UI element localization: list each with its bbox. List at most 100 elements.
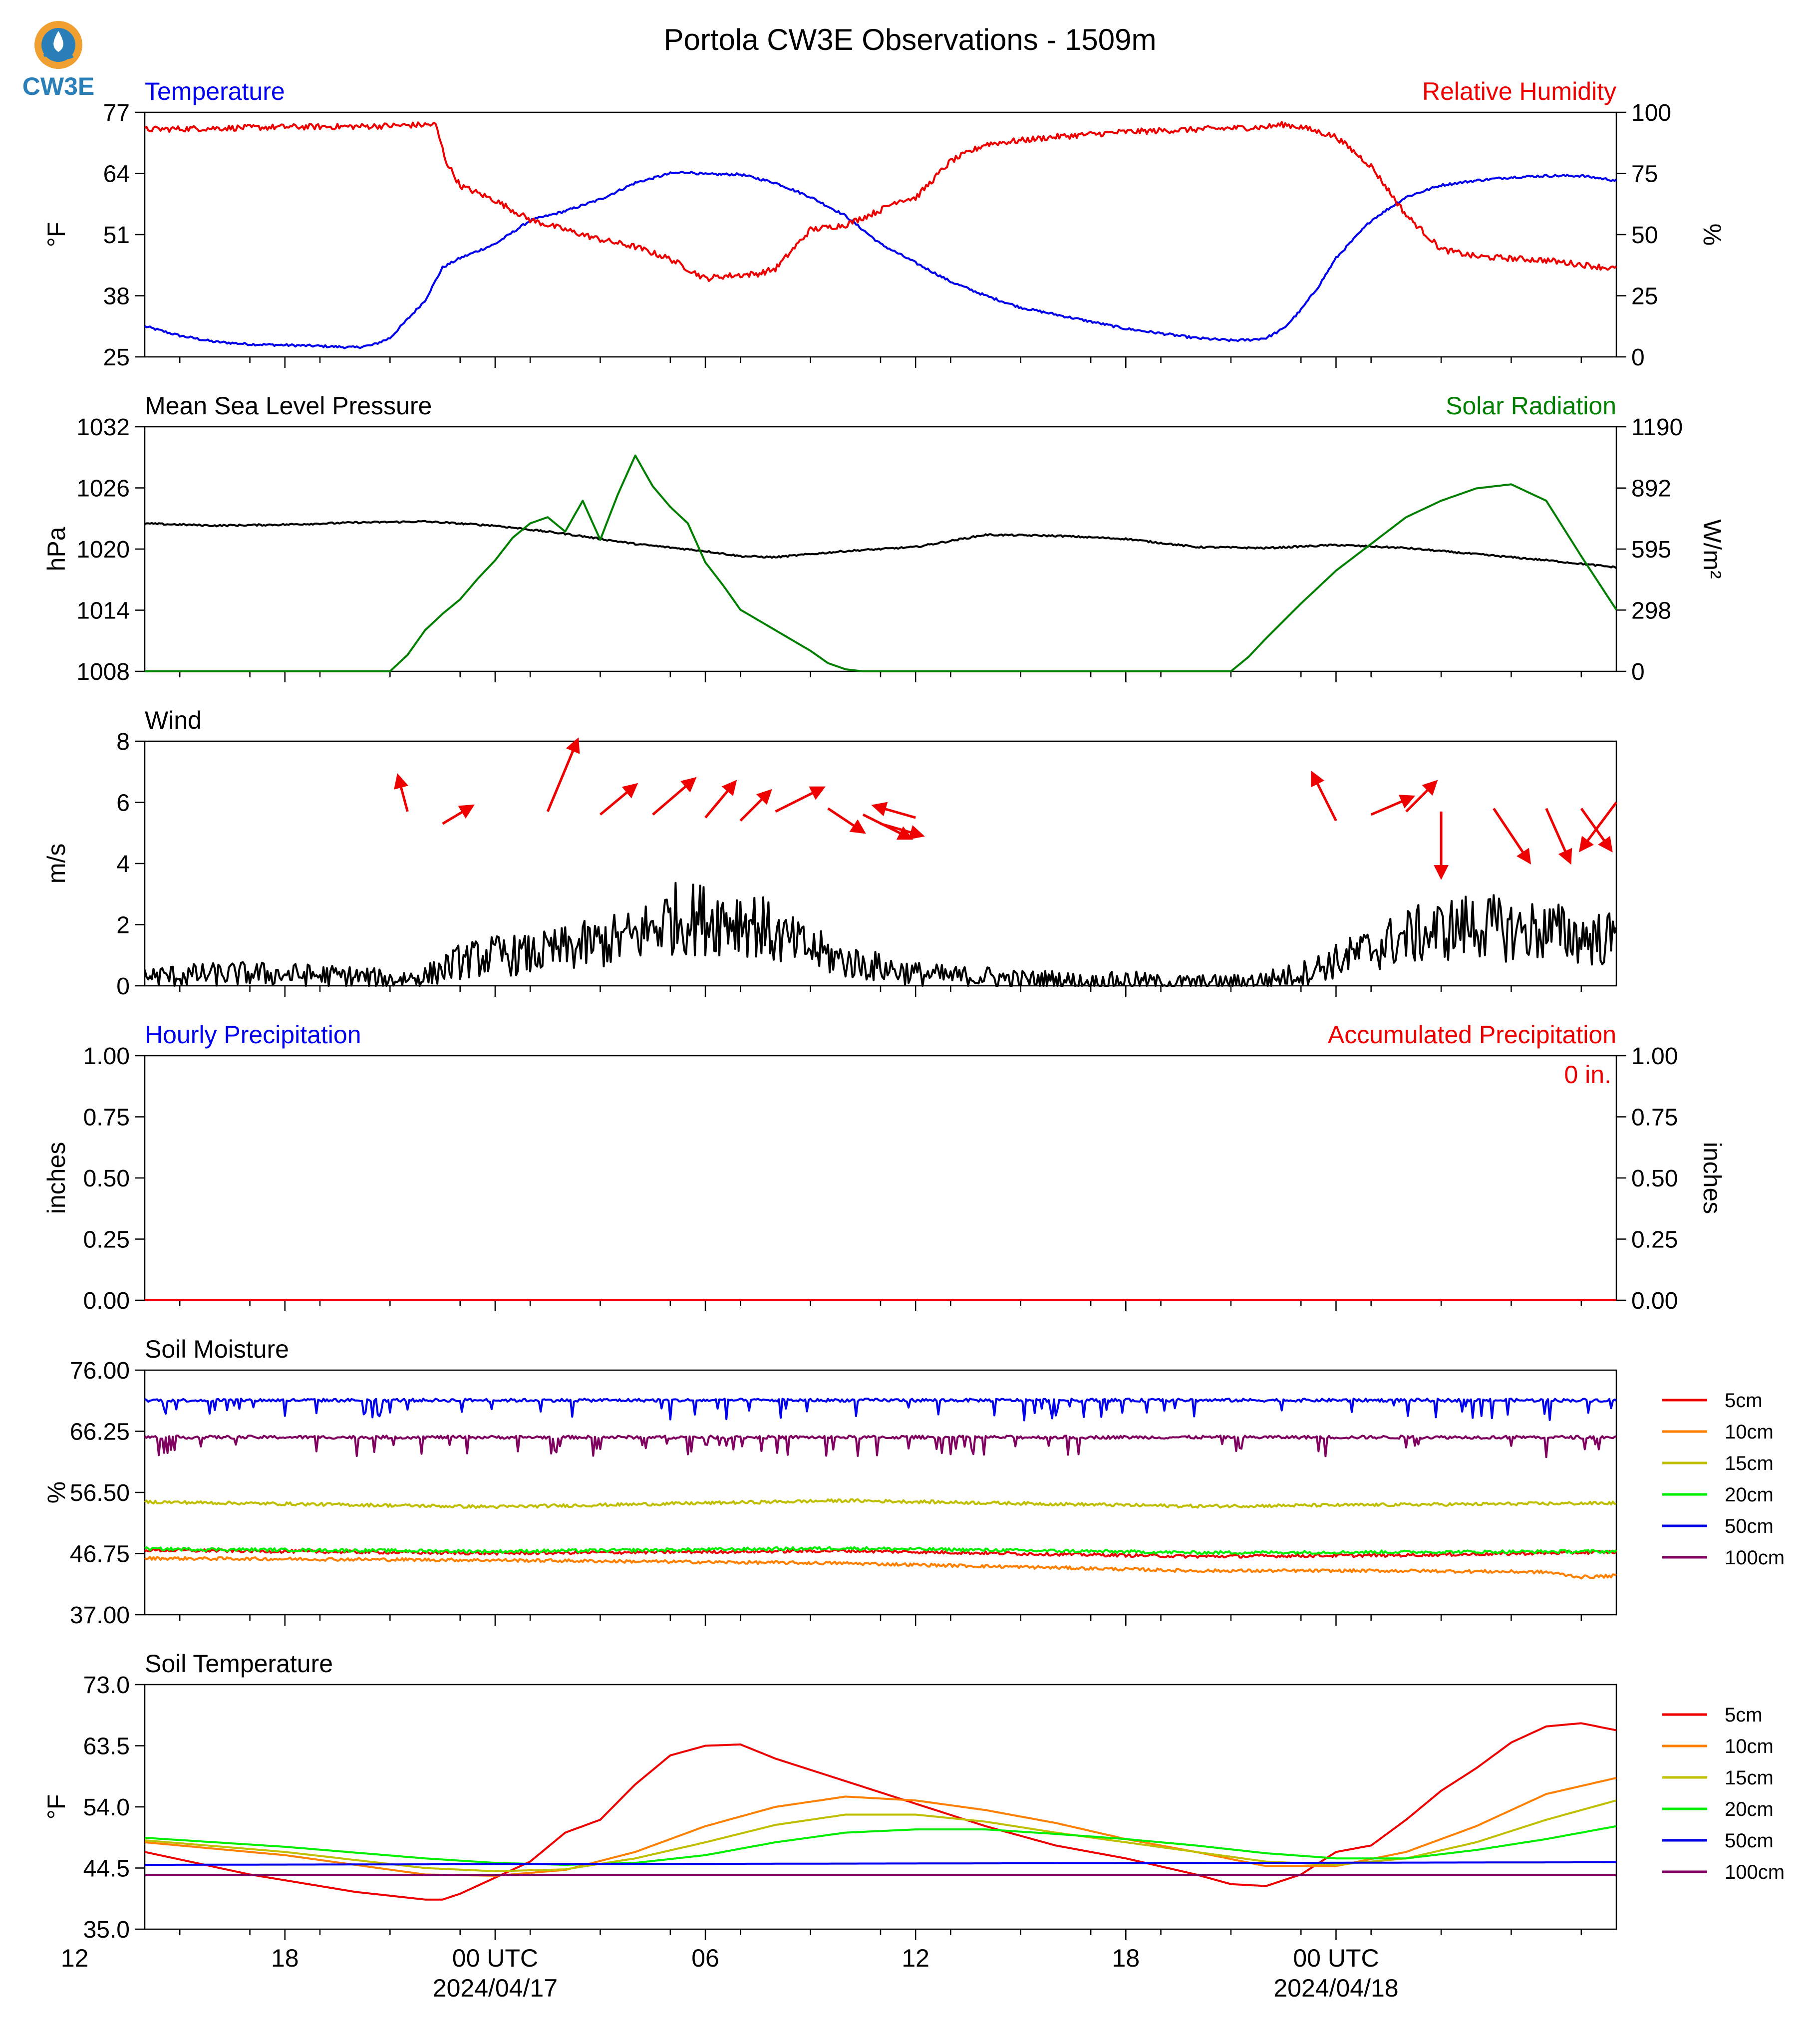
- y-left-tick-label: 1014: [76, 598, 130, 624]
- y-right-tick-label: 0: [1631, 344, 1645, 371]
- y-right-tick-label: 25: [1631, 284, 1658, 310]
- series-line-15cm: [144, 1799, 1617, 1872]
- y-right-tick-label: 0.50: [1631, 1165, 1678, 1192]
- wind-arrow: [1493, 808, 1531, 865]
- y-left-tick-label: 64: [103, 161, 130, 188]
- y-left-tick-label: 1020: [76, 537, 130, 563]
- legend-label: 15cm: [1725, 1767, 1774, 1789]
- series-line-50cm: [144, 1861, 1616, 1866]
- panel-title-left: Wind: [145, 706, 202, 734]
- panel-2: 1008 1014 1020 1026 1032 0 298 595 892 1190 Mean S…: [42, 392, 1726, 685]
- y-left-tick-label: 46.75: [70, 1541, 130, 1568]
- legend-label: 5cm: [1725, 1704, 1763, 1726]
- panel-title-right: Relative Humidity: [1422, 77, 1616, 105]
- y-left-axis-label: °F: [42, 222, 70, 248]
- series-line-20cm: [144, 1546, 1617, 1555]
- logo-drop-icon: [53, 31, 63, 52]
- y-left-tick-label: 37.00: [70, 1602, 130, 1629]
- y-right-tick-label: 892: [1631, 476, 1671, 502]
- y-left-tick-label: 1032: [76, 414, 130, 441]
- wind-arrow: [827, 807, 866, 834]
- series-line-10cm: [144, 1556, 1617, 1580]
- y-left-tick-label: 76.00: [70, 1358, 130, 1384]
- legend-label: 10cm: [1725, 1421, 1774, 1443]
- y-left-tick-label: 2: [116, 912, 130, 939]
- y-left-tick-label: 44.5: [83, 1856, 130, 1882]
- y-left-tick-label: 63.5: [83, 1734, 130, 1760]
- cw3e-logo: CW3E: [22, 21, 94, 100]
- y-right-axis-label: W/m²: [1698, 519, 1726, 579]
- y-right-tick-label: 75: [1631, 161, 1658, 188]
- legend-label: 100cm: [1725, 1547, 1785, 1569]
- panel-4: 0.00 0.25 0.50 0.75 1.00 0.00 0.25 0.50 0.75 1.00…: [42, 1021, 1726, 1314]
- y-right-tick-label: 595: [1631, 537, 1671, 563]
- wind-arrow: [704, 780, 737, 819]
- x-tick-label: 18: [271, 1944, 299, 1972]
- panel-3: 0 2 4 6 8 Wind m/s: [42, 706, 1617, 1000]
- wind-arrow: [652, 777, 697, 816]
- y-right-tick-label: 100: [1631, 100, 1671, 126]
- legend-label: 10cm: [1725, 1736, 1774, 1757]
- legend-label: 20cm: [1725, 1484, 1774, 1506]
- legend-label: 50cm: [1725, 1515, 1774, 1537]
- series-line-20cm: [144, 1825, 1617, 1866]
- y-right-tick-label: 0.00: [1631, 1288, 1678, 1314]
- y-left-axis-label: hPa: [42, 527, 70, 571]
- wind-arrow: [442, 804, 475, 825]
- x-date-label: 2024/04/18: [1273, 1974, 1398, 2002]
- y-right-tick-label: 1190: [1631, 414, 1683, 441]
- y-left-tick-label: 1026: [76, 476, 130, 502]
- series-line-wind: [144, 881, 1617, 987]
- panel-title-left: Mean Sea Level Pressure: [145, 392, 432, 420]
- wind-arrow: [775, 786, 826, 813]
- panel-frame: [144, 1055, 1617, 1301]
- series-line-temperature: [144, 171, 1617, 349]
- y-left-tick-label: 66.25: [70, 1419, 130, 1446]
- y-right-tick-label: 0.75: [1631, 1105, 1678, 1131]
- series-line-mean-sea-level-pressure: [144, 520, 1617, 569]
- series-line-15cm: [144, 1498, 1617, 1509]
- panel-title-left: Soil Moisture: [145, 1335, 289, 1363]
- panel-frame: [144, 111, 1617, 358]
- x-tick-label: 00 UTC: [452, 1944, 538, 1972]
- logo-text: CW3E: [22, 72, 94, 100]
- y-left-tick-label: 35.0: [83, 1917, 130, 1943]
- y-left-tick-label: 38: [103, 284, 130, 310]
- y-right-tick-label: 0: [1631, 659, 1645, 685]
- y-left-tick-label: 54.0: [83, 1794, 130, 1821]
- y-right-tick-label: 0.25: [1631, 1227, 1678, 1253]
- y-left-tick-label: 77: [103, 100, 130, 126]
- y-left-tick-label: 0.00: [83, 1288, 130, 1314]
- x-tick-label: 12: [902, 1944, 929, 1972]
- panel-frame: [144, 740, 1617, 987]
- panel-title-left: Soil Temperature: [145, 1650, 333, 1678]
- y-right-axis-label: inches: [1698, 1142, 1726, 1214]
- accumulated-total-label: 0 in.: [1564, 1061, 1611, 1089]
- x-tick-label: 00 UTC: [1293, 1944, 1379, 1972]
- wind-arrow: [1370, 795, 1416, 816]
- y-left-tick-label: 6: [116, 790, 130, 817]
- y-left-tick-label: 51: [103, 222, 130, 249]
- y-left-axis-label: inches: [42, 1142, 70, 1214]
- y-left-tick-label: 73.0: [83, 1672, 130, 1699]
- panel-title-left: Temperature: [145, 77, 285, 105]
- y-left-axis-label: m/s: [42, 844, 70, 884]
- wind-arrow: [739, 789, 772, 822]
- panel-6: 35.0 44.5 54.0 63.5 73.0 Soil Temperature °F 5c…: [42, 1650, 1785, 1943]
- wind-arrow: [871, 802, 916, 819]
- legend-label: 5cm: [1725, 1390, 1763, 1412]
- legend-label: 100cm: [1725, 1861, 1785, 1883]
- series-line-relative-humidity: [144, 121, 1617, 282]
- wind-arrow: [599, 783, 638, 816]
- wind-arrow: [1405, 780, 1438, 813]
- y-left-tick-label: 0.50: [83, 1165, 130, 1192]
- wind-arrow: [1311, 770, 1337, 822]
- wind-arrow: [1545, 808, 1572, 865]
- wind-arrow: [880, 822, 925, 840]
- y-left-tick-label: 4: [116, 851, 130, 877]
- x-date-label: 2024/04/17: [433, 1974, 558, 2002]
- figure-title: Portola CW3E Observations - 1509m: [663, 23, 1156, 56]
- series-line-5cm: [144, 1722, 1617, 1901]
- y-right-tick-label: 50: [1631, 222, 1658, 249]
